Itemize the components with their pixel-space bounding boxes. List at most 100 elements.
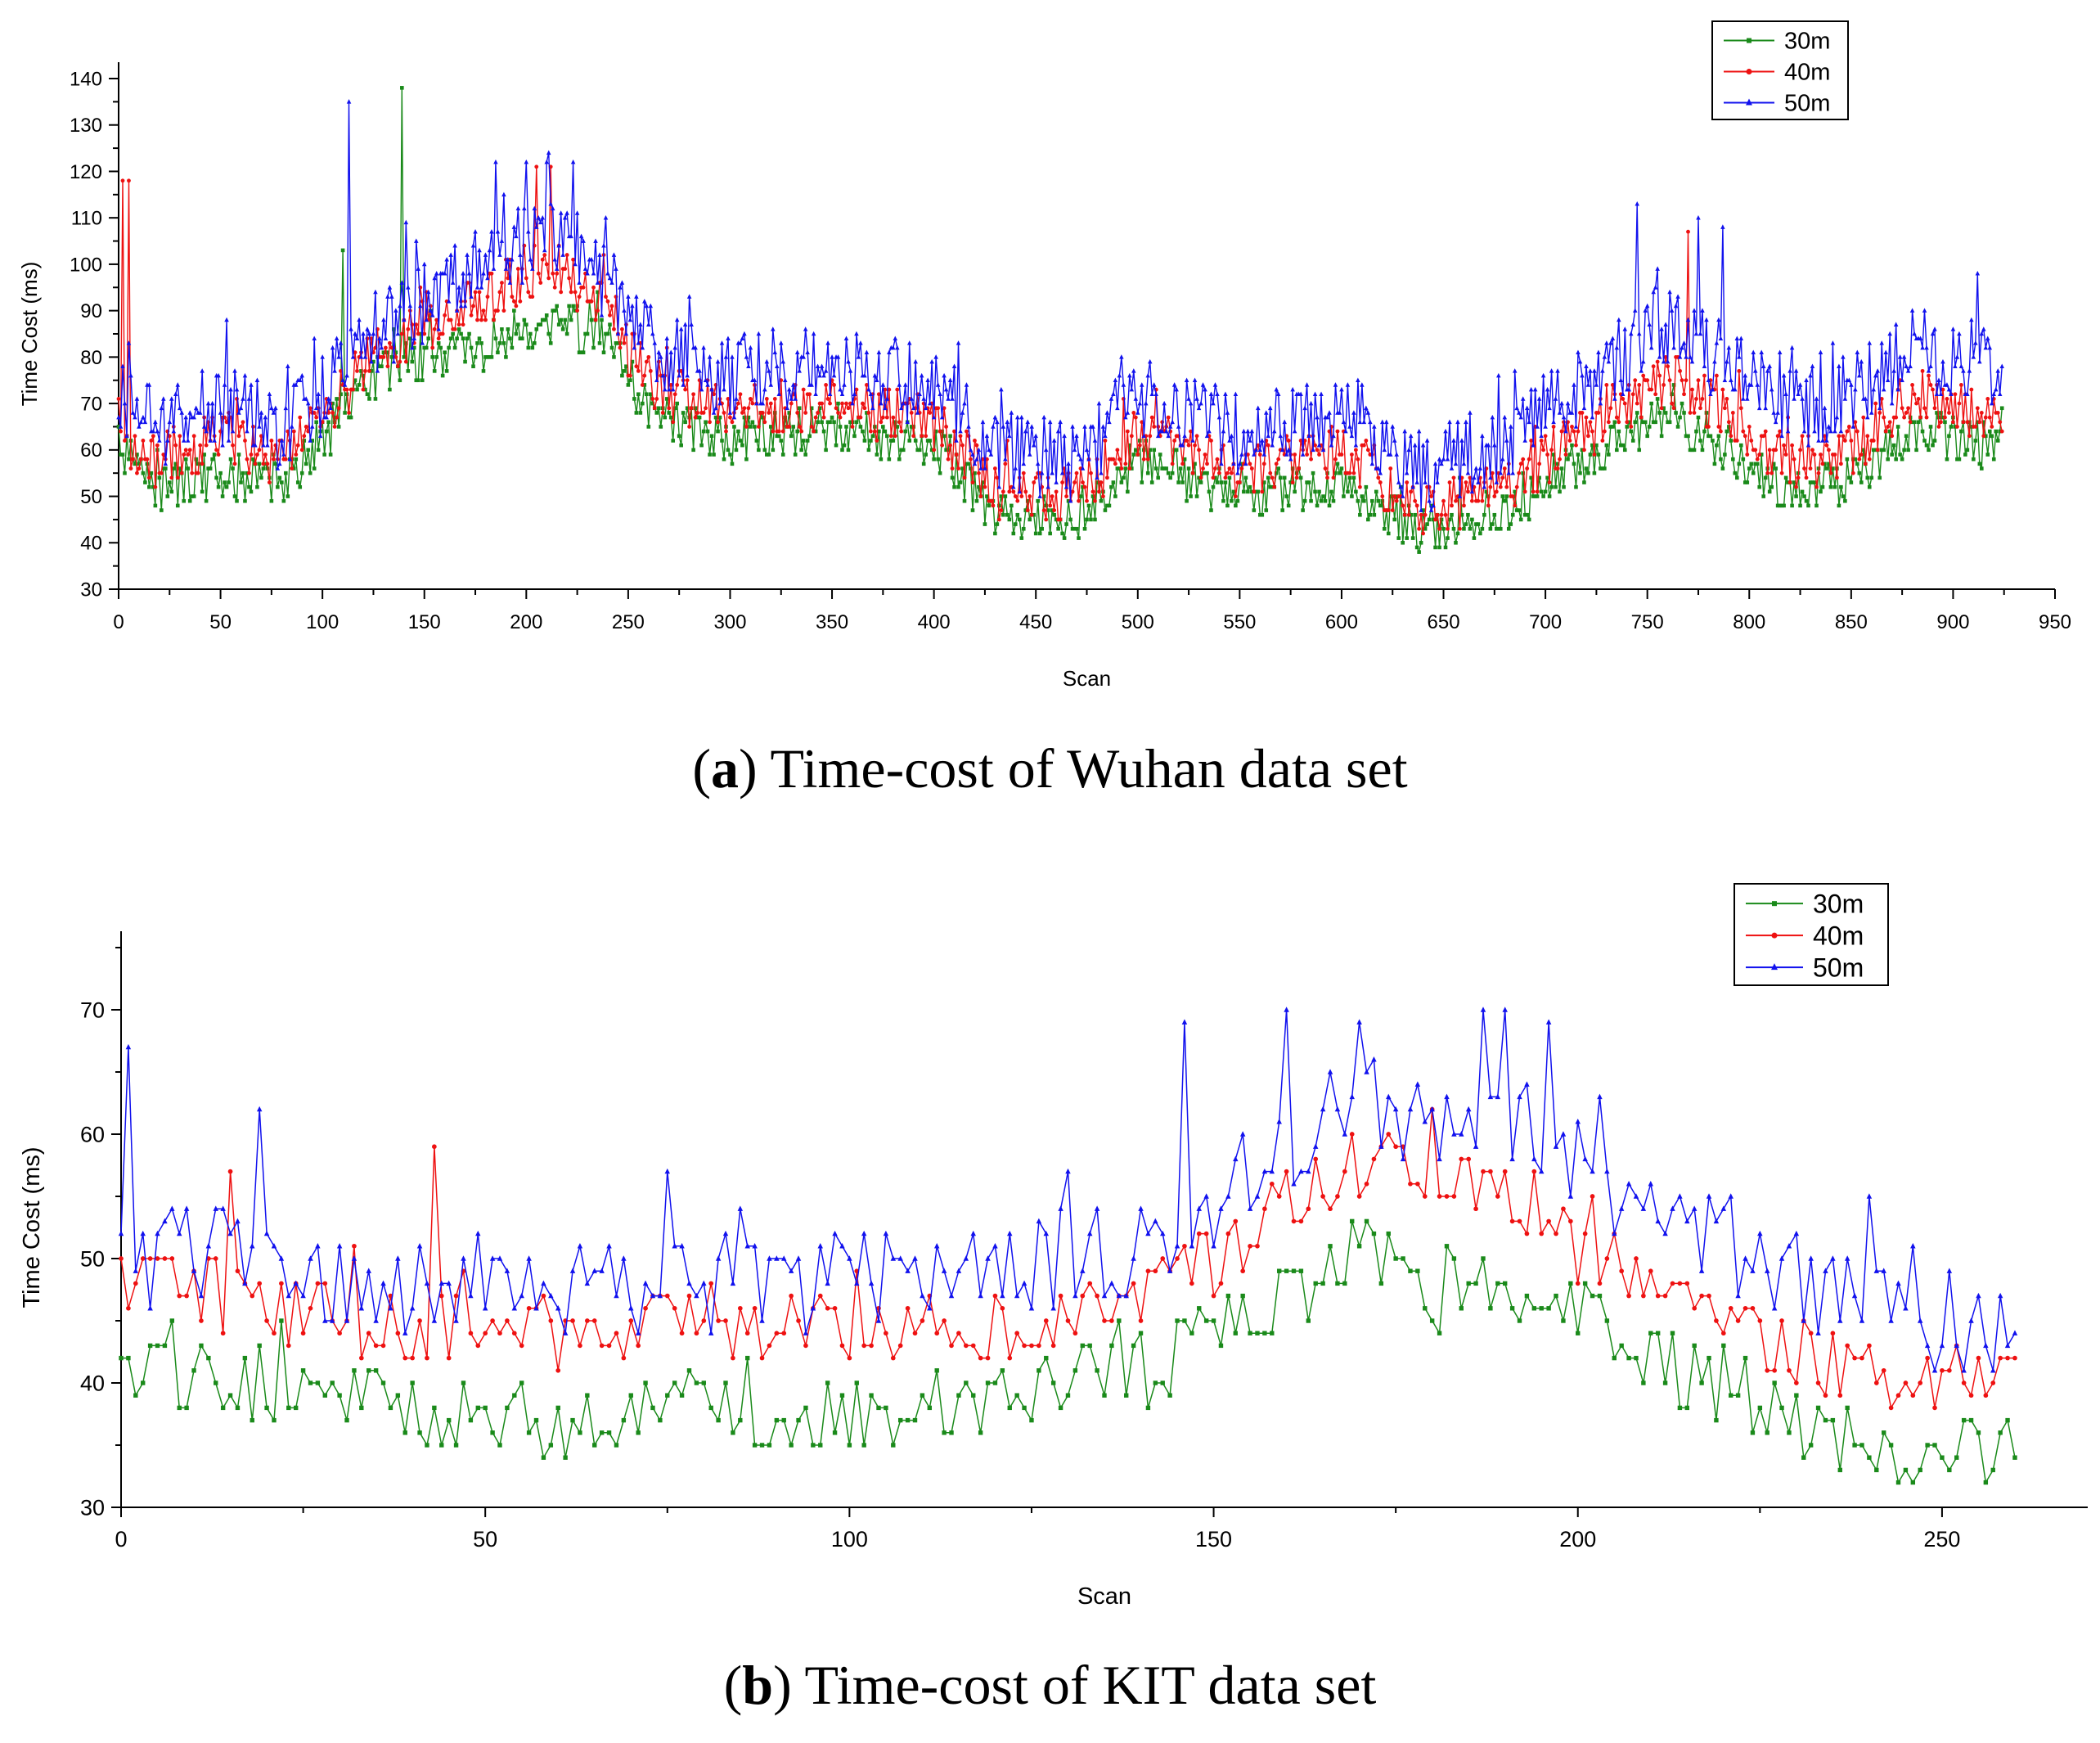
data-point-30m — [169, 489, 174, 494]
data-point-40m — [1692, 411, 1697, 415]
data-point-50m — [642, 1280, 649, 1286]
data-point-50m — [383, 336, 389, 340]
data-point-40m — [1782, 443, 1787, 448]
data-point-50m — [1608, 340, 1613, 345]
data-point-40m — [1145, 457, 1150, 462]
data-point-30m — [1356, 1244, 1362, 1249]
data-point-50m — [1455, 419, 1460, 425]
data-point-30m — [1738, 443, 1743, 448]
data-point-50m — [794, 349, 800, 354]
data-point-30m — [1401, 540, 1405, 545]
data-point-40m — [801, 387, 806, 392]
data-point-30m — [1346, 489, 1350, 494]
data-point-40m — [128, 466, 133, 471]
data-point-50m — [1551, 419, 1556, 425]
data-point-40m — [1545, 453, 1550, 457]
data-point-40m — [1728, 1305, 1734, 1311]
data-point-50m — [1349, 1093, 1355, 1100]
data-point-30m — [1052, 512, 1056, 517]
data-point-30m — [432, 369, 437, 373]
data-point-50m — [1324, 414, 1330, 420]
data-point-30m — [1832, 484, 1837, 489]
data-point-40m — [1722, 406, 1727, 411]
data-point-30m — [1123, 466, 1128, 471]
data-point-30m — [1333, 471, 1338, 475]
data-point-50m — [334, 336, 340, 340]
data-point-50m — [1669, 308, 1675, 313]
data-point-30m — [1678, 415, 1682, 420]
data-point-30m — [738, 439, 743, 443]
data-point-50m — [1316, 442, 1322, 448]
data-point-50m — [1945, 382, 1949, 387]
data-point-40m — [255, 453, 259, 457]
data-point-40m — [884, 1331, 888, 1336]
data-point-30m — [796, 1417, 801, 1423]
data-point-40m — [299, 448, 304, 453]
data-point-50m — [236, 410, 241, 415]
data-point-50m — [864, 349, 870, 354]
data-point-40m — [1910, 382, 1915, 387]
data-point-30m — [456, 327, 461, 331]
data-point-40m — [828, 401, 832, 406]
data-point-30m — [1306, 480, 1311, 484]
data-point-40m — [1276, 1194, 1282, 1199]
data-point-40m — [679, 1331, 685, 1336]
data-point-50m — [1684, 1218, 1690, 1224]
data-point-50m — [911, 405, 916, 411]
data-point-40m — [1349, 1132, 1355, 1137]
data-point-50m — [1043, 1230, 1050, 1236]
data-point-30m — [1503, 1281, 1508, 1286]
data-point-50m — [320, 354, 325, 359]
data-point-30m — [149, 471, 154, 475]
data-point-40m — [722, 411, 726, 415]
data-point-50m — [1893, 322, 1899, 327]
data-point-40m — [1160, 420, 1165, 425]
data-point-30m — [1828, 484, 1833, 489]
data-point-30m — [1274, 471, 1279, 475]
data-point-50m — [1648, 1181, 1654, 1187]
x-tick-label: 200 — [1559, 1527, 1596, 1552]
data-point-50m — [582, 266, 588, 271]
data-point-30m — [654, 411, 659, 415]
data-point-40m — [1796, 475, 1801, 480]
data-point-40m — [173, 443, 178, 448]
data-point-40m — [687, 425, 692, 429]
data-point-50m — [1818, 349, 1823, 354]
data-point-30m — [1759, 453, 1764, 457]
data-point-50m — [377, 336, 382, 340]
data-point-50m — [1252, 452, 1257, 457]
data-point-50m — [584, 1280, 591, 1286]
data-point-50m — [1145, 372, 1151, 378]
data-point-50m — [672, 1243, 677, 1249]
data-point-40m — [1133, 415, 1138, 420]
data-point-30m — [1621, 443, 1626, 448]
data-point-40m — [1990, 1380, 1996, 1385]
data-point-40m — [1586, 434, 1590, 439]
x-tick-label: 850 — [1835, 611, 1868, 633]
data-point-40m — [1189, 1281, 1194, 1286]
data-point-50m — [1498, 470, 1504, 475]
data-point-50m — [507, 280, 513, 285]
data-point-40m — [1677, 1281, 1683, 1286]
data-point-50m — [1422, 1119, 1428, 1124]
data-point-30m — [1350, 494, 1354, 498]
data-point-50m — [1573, 424, 1579, 429]
data-point-30m — [1257, 512, 1262, 517]
data-point-50m — [524, 159, 529, 164]
data-point-40m — [1252, 489, 1257, 494]
data-point-30m — [175, 503, 180, 508]
data-point-30m — [1211, 1318, 1216, 1323]
data-point-50m — [759, 1317, 765, 1323]
data-point-40m — [932, 448, 937, 453]
data-point-50m — [1842, 396, 1848, 401]
data-point-40m — [944, 425, 948, 429]
data-point-40m — [1853, 420, 1858, 425]
data-point-30m — [1152, 448, 1157, 453]
data-point-40m — [1248, 462, 1252, 466]
data-point-40m — [265, 462, 270, 466]
data-point-50m — [1688, 354, 1693, 359]
data-point-50m — [1814, 396, 1819, 401]
data-point-50m — [935, 382, 941, 387]
data-point-50m — [497, 252, 502, 257]
data-point-50m — [159, 405, 164, 411]
